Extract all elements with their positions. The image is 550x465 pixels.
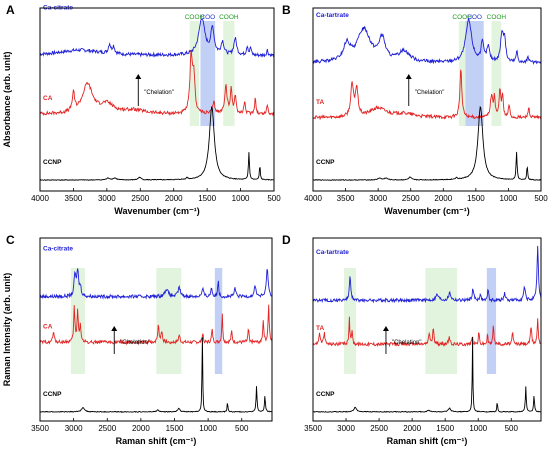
x-tick-label: 1000 — [500, 194, 518, 203]
x-tick-label: 1500 — [436, 424, 454, 433]
x-tick-label: 3000 — [369, 194, 387, 203]
band-cooh — [425, 268, 458, 374]
series-line-ta — [312, 69, 542, 121]
series-line-ca-citrate — [39, 18, 275, 58]
plot-frame — [39, 7, 275, 192]
x-tick-label: 3500 — [65, 194, 83, 203]
band-label: COO — [200, 14, 215, 21]
series-label: TA — [316, 99, 324, 106]
chelation-label: "Chelation" — [415, 90, 445, 96]
band-cooh — [156, 268, 182, 374]
series-label: Ca-tartrate — [316, 249, 349, 256]
series-line-ca-citrate — [39, 268, 273, 300]
series-label: Ca-tartrate — [316, 12, 349, 19]
plot-frame — [312, 7, 542, 192]
series-label: Ca-citrate — [43, 246, 73, 253]
band-coo — [465, 21, 484, 126]
x-tick-label: 3000 — [98, 194, 116, 203]
chelation-label: "Chelation" — [392, 340, 422, 346]
panel-letter: A — [6, 3, 15, 17]
series-line-ccnp — [39, 337, 273, 413]
x-axis-title: Raman shift (cm⁻¹) — [387, 436, 468, 446]
panel-C: C Ca-citrate CA CCNP "Chelation" 3500 3000 2500… — [2, 233, 273, 446]
x-tick-label: 3000 — [65, 424, 83, 433]
panel-letter: C — [6, 233, 15, 247]
plot-frame — [39, 237, 273, 422]
band-coo — [200, 21, 216, 126]
x-tick-label: 2500 — [402, 194, 420, 203]
x-tick-label: 1000 — [469, 424, 487, 433]
panel-D: D Ca-tartrate TA CCNP "Chelation" 3500 3000 250… — [282, 233, 542, 446]
band-label: COOH — [185, 14, 205, 21]
series-label: CCNP — [43, 391, 62, 398]
series-label: CA — [43, 95, 53, 102]
chelation-arrowhead — [111, 326, 118, 331]
x-tick-label: 2500 — [131, 194, 149, 203]
series-line-ca-tartrate — [312, 17, 542, 65]
series-label: CCNP — [316, 159, 335, 166]
chelation-label: "Chelation" — [120, 340, 150, 346]
x-tick-label: 3500 — [337, 194, 355, 203]
x-tick-label: 3000 — [337, 424, 355, 433]
x-tick-label: 2500 — [98, 424, 116, 433]
band-coo — [214, 268, 223, 374]
chelation-label: "Chelation" — [144, 90, 174, 96]
x-tick-label: 3500 — [31, 424, 49, 433]
x-tick-label: 2000 — [132, 424, 150, 433]
x-tick-label: 1000 — [232, 194, 250, 203]
panel-letter: D — [282, 233, 291, 247]
panel-letter: B — [282, 3, 291, 17]
chelation-arrowhead — [382, 326, 389, 331]
x-tick-label: 2500 — [370, 424, 388, 433]
x-tick-label: 4000 — [304, 194, 322, 203]
band-label: COOH — [452, 14, 472, 21]
x-tick-label: 500 — [505, 424, 519, 433]
x-tick-label: 500 — [235, 424, 249, 433]
series-line-ta — [312, 316, 542, 348]
series-label: CA — [43, 323, 53, 330]
series-line-ccnp — [312, 336, 542, 413]
x-tick-label: 1000 — [199, 424, 217, 433]
series-label: CCNP — [316, 391, 335, 398]
band-cooh — [223, 21, 235, 126]
x-tick-label: 500 — [267, 194, 281, 203]
band-coo — [486, 268, 497, 374]
band-cooh — [344, 268, 356, 374]
x-tick-label: 4000 — [31, 194, 49, 203]
series-line-ca — [39, 304, 273, 346]
series-label: CCNP — [43, 159, 62, 166]
x-tick-label: 1500 — [467, 194, 485, 203]
chelation-arrowhead — [405, 74, 412, 79]
plot-frame — [312, 237, 542, 422]
x-tick-label: 1500 — [166, 424, 184, 433]
series-line-ccnp — [39, 105, 275, 181]
chelation-arrowhead — [135, 74, 142, 79]
y-axis-title: Absorbance (arb. unit) — [2, 51, 12, 147]
band-cooh — [458, 21, 466, 126]
x-tick-label: 1500 — [198, 194, 216, 203]
x-tick-label: 2000 — [434, 194, 452, 203]
band-cooh — [491, 21, 502, 126]
x-axis-title: Wavenumber (cm⁻¹) — [114, 206, 199, 216]
band-label: COO — [467, 14, 482, 21]
series-line-ca-tartrate — [312, 245, 542, 304]
y-axis-title: Raman Intensity (arb. unit) — [2, 273, 12, 387]
x-tick-label: 500 — [534, 194, 548, 203]
band-label: COOH — [219, 14, 239, 21]
x-tick-label: 2000 — [403, 424, 421, 433]
x-tick-label: 3500 — [304, 424, 322, 433]
x-tick-label: 2000 — [165, 194, 183, 203]
series-line-ccnp — [312, 105, 542, 181]
band-label: COOH — [487, 14, 507, 21]
x-axis-title: Wavenumber (cm⁻¹) — [384, 206, 469, 216]
x-axis-title: Raman shift (cm⁻¹) — [116, 436, 197, 446]
series-line-ca — [39, 50, 275, 117]
series-label: TA — [316, 325, 324, 332]
